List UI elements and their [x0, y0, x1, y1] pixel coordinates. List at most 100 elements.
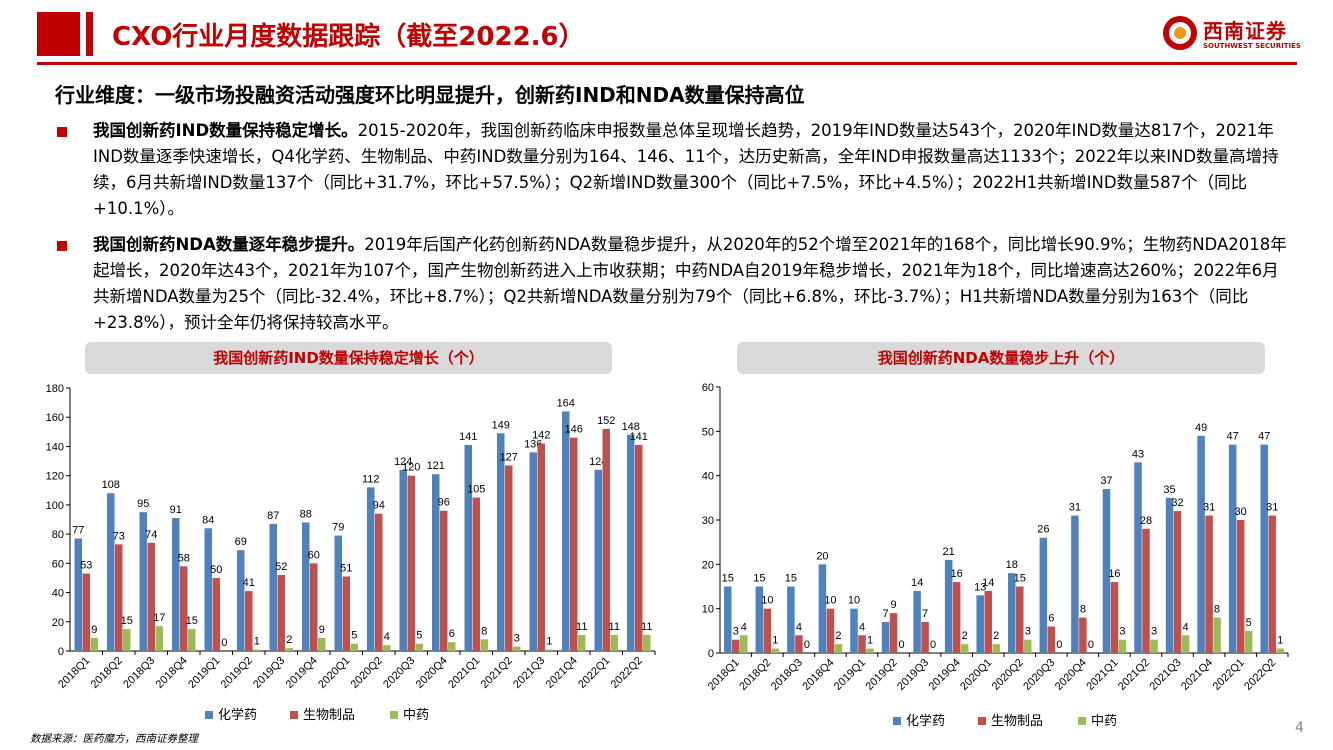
data-label: 8 [1214, 604, 1220, 616]
bar-chem [139, 512, 147, 651]
bar-bio [1173, 511, 1182, 653]
legend-swatch [893, 717, 901, 725]
bar-bio [1016, 586, 1024, 653]
bar-tcm [643, 634, 651, 651]
category-label: 2022Q1 [576, 655, 612, 691]
bar-bio [858, 635, 866, 653]
data-label: 14 [911, 577, 923, 589]
logo-chinese-name: 西南证券 [1203, 19, 1287, 43]
data-label: 28 [1140, 515, 1152, 527]
data-label: 4 [859, 621, 865, 633]
data-label: 15 [753, 573, 765, 585]
data-label: 4 [741, 621, 747, 633]
header-accent-block [37, 12, 80, 56]
bar-tcm [285, 648, 293, 651]
data-label: 164 [557, 397, 575, 409]
bar-tcm [318, 637, 326, 651]
data-label: 8 [481, 625, 487, 637]
y-tick-label: 10 [702, 604, 714, 616]
logo-english-name: SOUTHWEST SECURITIES [1203, 42, 1301, 50]
data-label: 50 [210, 564, 222, 576]
data-label: 32 [1171, 497, 1183, 509]
bar-chem [74, 538, 82, 651]
bar-bio [952, 582, 961, 653]
data-label: 2 [286, 634, 292, 646]
bar-tcm [253, 649, 261, 651]
bar-tcm [545, 649, 553, 651]
data-label: 60 [308, 549, 320, 561]
category-label: 2022Q2 [1242, 657, 1278, 693]
bar-chem [1134, 462, 1142, 653]
data-label: 30 [1235, 506, 1247, 518]
bar-tcm [480, 639, 488, 651]
data-label: 1 [867, 635, 873, 647]
data-label: 1 [254, 636, 260, 648]
data-label: 16 [951, 568, 963, 580]
data-label: 69 [235, 536, 247, 548]
data-label: 0 [221, 637, 227, 649]
bar-bio [763, 608, 772, 653]
bar-chem [1039, 537, 1048, 653]
company-logo: 西南证券 SOUTHWEST SECURITIES [1163, 10, 1303, 56]
data-label: 148 [622, 421, 640, 433]
category-label: 2018Q4 [800, 657, 836, 693]
y-tick-label: 40 [52, 588, 64, 600]
data-label: 7 [922, 608, 928, 620]
bar-tcm [513, 646, 521, 651]
y-tick-label: 20 [52, 617, 64, 629]
bar-bio [375, 513, 383, 651]
ind-chart-svg: 020406080100120140160180775392018Q110873… [46, 383, 656, 723]
bar-tcm [771, 648, 780, 653]
legend-swatch [205, 711, 213, 719]
bar-bio [245, 591, 253, 651]
data-label: 96 [438, 497, 450, 509]
data-label: 3 [1151, 626, 1157, 638]
header-divider [37, 62, 1297, 65]
data-label: 18 [1006, 559, 1018, 571]
category-label: 2020Q3 [1021, 657, 1057, 693]
bar-chem [724, 586, 732, 653]
data-label: 0 [1088, 639, 1094, 651]
bar-chem [913, 590, 921, 653]
data-label: 74 [145, 529, 157, 541]
y-tick-label: 160 [46, 412, 64, 424]
bar-bio [342, 576, 350, 651]
bar-tcm [155, 626, 163, 651]
data-label: 77 [72, 524, 84, 536]
bar-tcm [740, 635, 748, 653]
data-label: 5 [351, 630, 357, 642]
bar-chem [850, 608, 858, 653]
bar-bio [407, 475, 415, 651]
bar-tcm [610, 634, 618, 651]
bar-bio [921, 621, 929, 653]
data-label: 15 [186, 615, 198, 627]
data-label: 14 [982, 577, 994, 589]
data-label: 11 [641, 621, 652, 633]
data-label: 49 [1195, 422, 1207, 434]
data-label: 149 [492, 419, 510, 431]
data-label: 120 [402, 462, 420, 474]
legend-swatch [290, 711, 298, 719]
category-label: 2021Q2 [1116, 657, 1152, 693]
bar-bio [472, 497, 480, 651]
data-label: 4 [384, 631, 390, 643]
data-label: 6 [1048, 612, 1054, 624]
chart-title-ind: 我国创新药IND数量保持稳定增长（个） [85, 342, 612, 374]
page-title: CXO行业月度数据跟踪（截至2022.6） [112, 22, 585, 52]
category-label: 2020Q1 [958, 657, 994, 693]
bar-tcm [415, 643, 423, 651]
data-label: 142 [532, 430, 550, 442]
data-label: 73 [113, 530, 125, 542]
category-label: 2021Q3 [511, 655, 547, 691]
section-subtitle: 行业维度：一级市场投融资活动强度环比明显提升，创新药IND和NDA数量保持高位 [55, 83, 805, 107]
data-label: 91 [170, 504, 182, 516]
data-label: 84 [202, 514, 214, 526]
y-tick-label: 120 [46, 471, 64, 483]
bar-chem [432, 474, 440, 651]
data-label: 4 [796, 621, 802, 633]
bar-chem [529, 452, 537, 651]
bullet-text: 2019年后国产化药创新药NDA数量稳步提升，从2020年的52个增至2021年… [93, 235, 1287, 332]
bar-tcm [1181, 635, 1190, 653]
category-label: 2018Q3 [769, 657, 805, 693]
